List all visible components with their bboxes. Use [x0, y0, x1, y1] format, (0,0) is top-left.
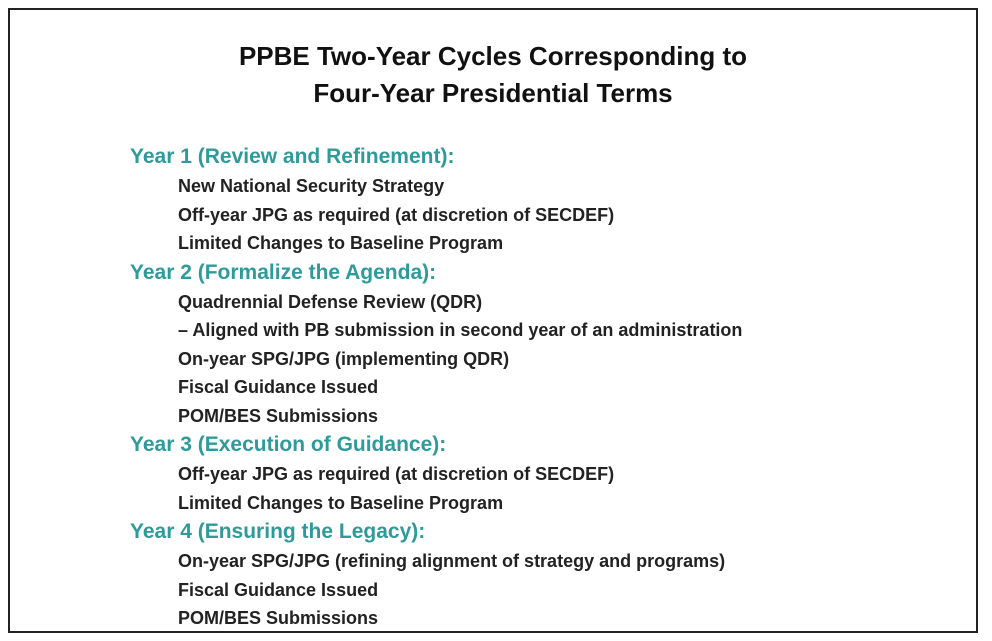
- title: PPBE Two-Year Cycles Corresponding to Fou…: [10, 38, 976, 112]
- section-heading: Year 2 (Formalize the Agenda):: [130, 260, 437, 284]
- title-line: Four-Year Presidential Terms: [313, 78, 673, 108]
- section-heading: Year 4 (Ensuring the Legacy):: [130, 520, 426, 543]
- section-heading: Year 3 (Execution of Guidance):: [130, 433, 447, 456]
- section-item: Off-year JPG as required (at discretion …: [178, 204, 615, 225]
- section-item: Quadrennial Defense Review (QDR): [178, 291, 483, 312]
- section-item: New National Security Strategy: [178, 176, 445, 196]
- content: Year 1 (Review and Refinement): New Natio…: [130, 142, 742, 633]
- section-item: POM/BES Submissions: [178, 405, 379, 426]
- section-heading: Year 1 (Review and Refinement):: [130, 145, 455, 168]
- slide: PPBE Two-Year Cycles Corresponding to Fou…: [8, 8, 978, 633]
- section-item: Fiscal Guidance Issued: [178, 579, 379, 600]
- title-line: PPBE Two-Year Cycles Corresponding to: [238, 41, 748, 71]
- section-item: Limited Changes to Baseline Program: [178, 233, 504, 253]
- section-item: On-year SPG/JPG (refining alignment of s…: [178, 551, 726, 571]
- section-item: – Aligned with PB submission in second y…: [178, 320, 743, 340]
- section-item: Limited Changes to Baseline Program: [178, 492, 504, 513]
- section-item: On-year SPG/JPG (implementing QDR): [178, 348, 510, 369]
- section-item: POM/BES Submissions: [178, 608, 379, 628]
- section-item: Off-year JPG as required (at discretion …: [178, 464, 615, 484]
- section-item: Fiscal Guidance Issued: [178, 377, 379, 397]
